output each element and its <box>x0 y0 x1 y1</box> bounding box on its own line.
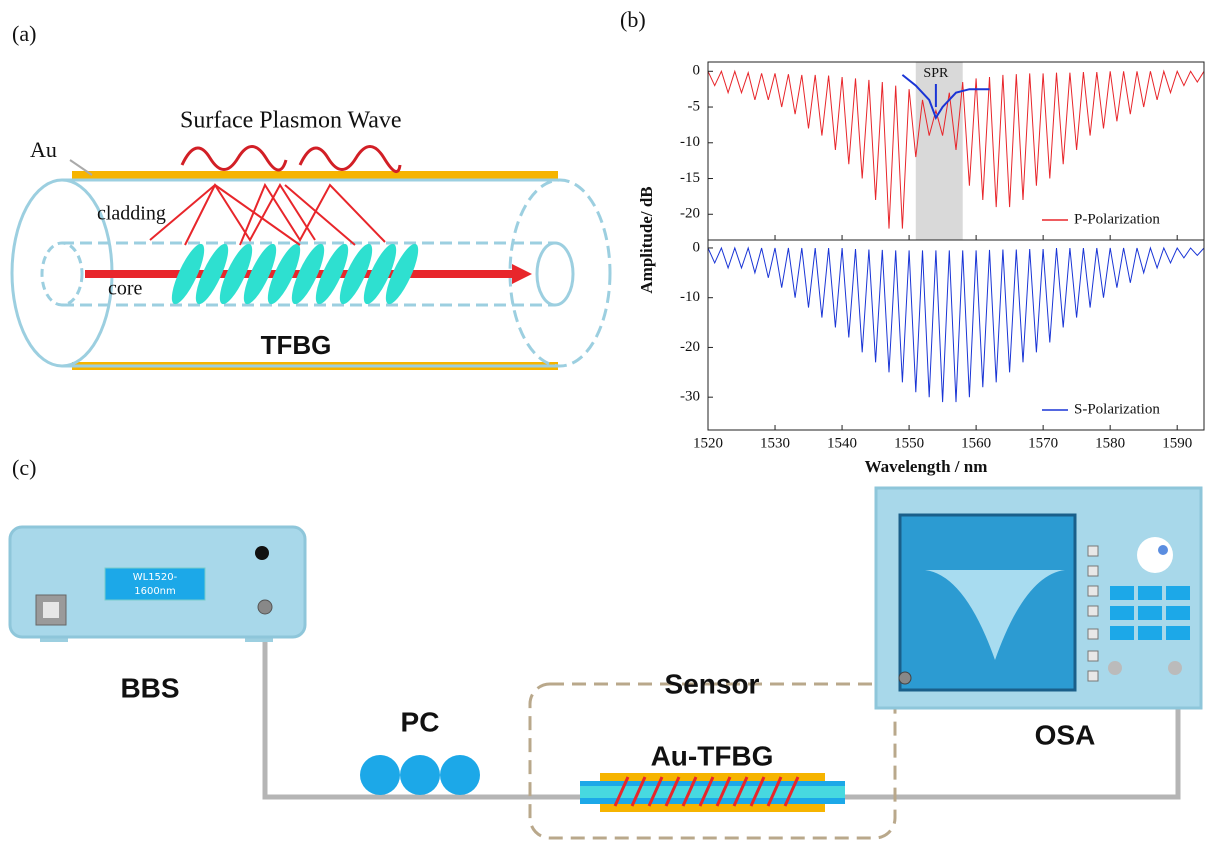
x-tick-label: 1560 <box>961 435 991 451</box>
gold-layer <box>72 171 558 179</box>
knob <box>255 546 269 560</box>
y-tick-label: -30 <box>680 389 700 405</box>
y-tick-label: -10 <box>680 134 700 150</box>
y-tick-label: -5 <box>688 98 701 114</box>
label: TFBG <box>261 330 332 360</box>
arrow-head <box>512 264 532 284</box>
label: Surface Plasmon Wave <box>180 108 402 134</box>
osa-buttons <box>1088 546 1098 681</box>
switch <box>43 602 59 618</box>
legend-label: P-Polarization <box>1074 211 1160 227</box>
y-axis-label: Amplitude/ dB <box>637 186 656 293</box>
reflection-arrows <box>150 185 385 245</box>
series-line <box>708 248 1204 402</box>
x-tick-label: 1550 <box>894 435 924 451</box>
tfbg-diagram: Au Surface Plasmon Wave cladding core TF… <box>12 108 610 371</box>
legend-label: S-Polarization <box>1074 401 1160 417</box>
x-tick-label: 1530 <box>760 435 790 451</box>
label: Sensor <box>665 668 760 699</box>
spr-region <box>916 62 963 240</box>
port <box>1108 661 1122 675</box>
y-tick-label: -20 <box>680 206 700 222</box>
display-text: 1600nm <box>134 586 176 597</box>
label: cladding <box>97 203 166 225</box>
label: core <box>108 278 143 300</box>
x-tick-label: 1580 <box>1095 435 1125 451</box>
pc-loop <box>360 755 400 795</box>
panel-label: (a) <box>12 21 36 46</box>
y-tick-label: 0 <box>693 239 701 255</box>
figure: (a) (b) (c) Au Surface Plasmon Wave clad… <box>0 0 1208 846</box>
spectrum-chart: SPR 0 -5 -10 -15 -20 P-Polarization Amplitude/ … <box>637 62 1204 476</box>
x-axis-label: Wavelength / nm <box>865 457 988 476</box>
y-tick-label: -10 <box>680 289 700 305</box>
dial <box>1158 545 1168 555</box>
label: Au <box>30 137 57 162</box>
label: Au-TFBG <box>651 740 774 771</box>
y-tick-label: -15 <box>680 170 700 186</box>
x-tick-label: 1570 <box>1028 435 1058 451</box>
port <box>899 672 911 684</box>
core-end <box>537 243 573 305</box>
x-tick-label: 1590 <box>1162 435 1192 451</box>
dial <box>1137 537 1173 573</box>
annotation: SPR <box>923 66 949 81</box>
display-text: WL1520- <box>133 572 178 583</box>
panel-label: (c) <box>12 455 36 480</box>
panel-label: (b) <box>620 7 646 32</box>
plasmon-wave <box>182 147 400 172</box>
y-tick-label: -20 <box>680 339 700 355</box>
pc-loop <box>400 755 440 795</box>
port <box>258 600 272 614</box>
label: BBS <box>120 672 179 703</box>
label: PC <box>401 706 440 737</box>
y-tick-label: 0 <box>693 63 701 79</box>
pc-loop <box>440 755 480 795</box>
x-tick-label: 1520 <box>693 435 723 451</box>
port <box>1168 661 1182 675</box>
osa-keys <box>1110 586 1190 640</box>
x-tick-label: 1540 <box>827 435 857 451</box>
label: OSA <box>1035 719 1096 750</box>
core-end <box>42 243 82 305</box>
setup-diagram: WL1520- 1600nm BBS PC Sensor Au-TFBG OSA <box>10 488 1201 838</box>
